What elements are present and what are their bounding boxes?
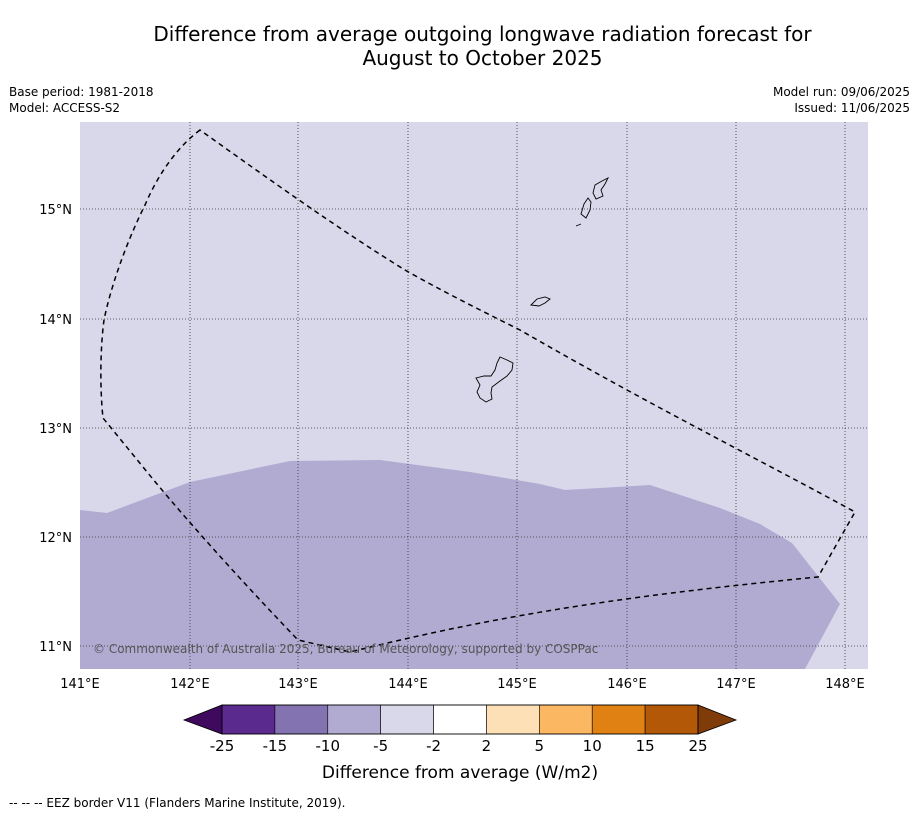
island-rota bbox=[530, 296, 551, 307]
model-run: Model run: 09/06/2025 bbox=[772, 85, 910, 99]
colorbar-tick-label: -2 bbox=[426, 737, 441, 755]
colorbar-tick-label: -25 bbox=[210, 737, 235, 755]
colorbar-tick-label: -5 bbox=[373, 737, 388, 755]
colorbar-segment bbox=[433, 704, 487, 735]
colorbar-segment bbox=[486, 704, 540, 735]
base-period: Base period: 1981-2018 bbox=[9, 85, 154, 99]
colorbar-tick-label: 25 bbox=[688, 737, 707, 755]
longitude-label: 143°E bbox=[278, 677, 318, 692]
colorbar-tick-label: 10 bbox=[583, 737, 602, 755]
colorbar-segment bbox=[539, 704, 593, 735]
colorbar-high-extension bbox=[697, 704, 738, 735]
longitude-label: 148°E bbox=[825, 677, 865, 692]
longitude-label: 145°E bbox=[497, 677, 537, 692]
longitude-label: 142°E bbox=[170, 677, 210, 692]
colorbar-segment bbox=[380, 704, 434, 735]
colorbar-tick-label: 5 bbox=[535, 737, 545, 755]
title-line-1: Difference from average outgoing longwav… bbox=[153, 22, 812, 46]
anomaly-region bbox=[80, 460, 840, 669]
colorbar-tick-label: 15 bbox=[636, 737, 655, 755]
eez-border bbox=[100, 129, 857, 653]
colorbar-tick-label: -15 bbox=[263, 737, 288, 755]
colorbar-segment bbox=[274, 704, 329, 735]
model-name: Model: ACCESS-S2 bbox=[9, 101, 121, 115]
latitude-label: 14°N bbox=[39, 313, 72, 328]
latitude-label: 13°N bbox=[39, 422, 72, 437]
latitude-label: 12°N bbox=[39, 531, 72, 546]
longitude-labels: 141°E 142°E 143°E 144°E 145°E 146°E 147°E 148°E bbox=[60, 677, 865, 692]
longitude-label: 146°E bbox=[607, 677, 647, 692]
title-line-2: August to October 2025 bbox=[362, 46, 603, 70]
longitude-label: 144°E bbox=[388, 677, 428, 692]
colorbar-low-extension bbox=[182, 704, 223, 735]
latitude-labels: 15°N 14°N 13°N 12°N 11°N bbox=[39, 203, 72, 655]
gridlines bbox=[80, 122, 868, 669]
latitude-label: 11°N bbox=[39, 640, 72, 655]
copyright-text: © Commonwealth of Australia 2025, Bureau… bbox=[93, 642, 598, 656]
eez-footnote: -- -- -- EEZ border V11 (Flanders Marine… bbox=[9, 796, 346, 810]
colorbar: -25 -15 -10 -5 -2 2 5 10 15 25 Difference from av… bbox=[182, 704, 738, 783]
colorbar-segment bbox=[221, 704, 276, 735]
latitude-label: 15°N bbox=[39, 203, 72, 218]
island-saipan bbox=[592, 176, 610, 200]
longitude-label: 147°E bbox=[716, 677, 756, 692]
meta-left: Base period: 1981-2018 Model: ACCESS-S2 bbox=[9, 84, 154, 116]
colorbar-tick-label: 2 bbox=[482, 737, 492, 755]
issued-date: Issued: 11/06/2025 bbox=[794, 101, 910, 115]
colorbar-segment bbox=[591, 704, 646, 735]
chart-title: Difference from average outgoing longwav… bbox=[60, 22, 905, 70]
islands bbox=[475, 176, 610, 403]
colorbar-title: Difference from average (W/m2) bbox=[322, 763, 598, 783]
meta-right: Model run: 09/06/2025 Issued: 11/06/2025 bbox=[773, 84, 910, 116]
colorbar-tick-label: -10 bbox=[316, 737, 341, 755]
colorbar-segment bbox=[327, 704, 381, 735]
longitude-label: 141°E bbox=[60, 677, 100, 692]
island-guam bbox=[475, 356, 514, 403]
colorbar-segment bbox=[644, 704, 699, 735]
island-aguijan bbox=[575, 223, 582, 227]
island-tinian bbox=[580, 197, 592, 219]
